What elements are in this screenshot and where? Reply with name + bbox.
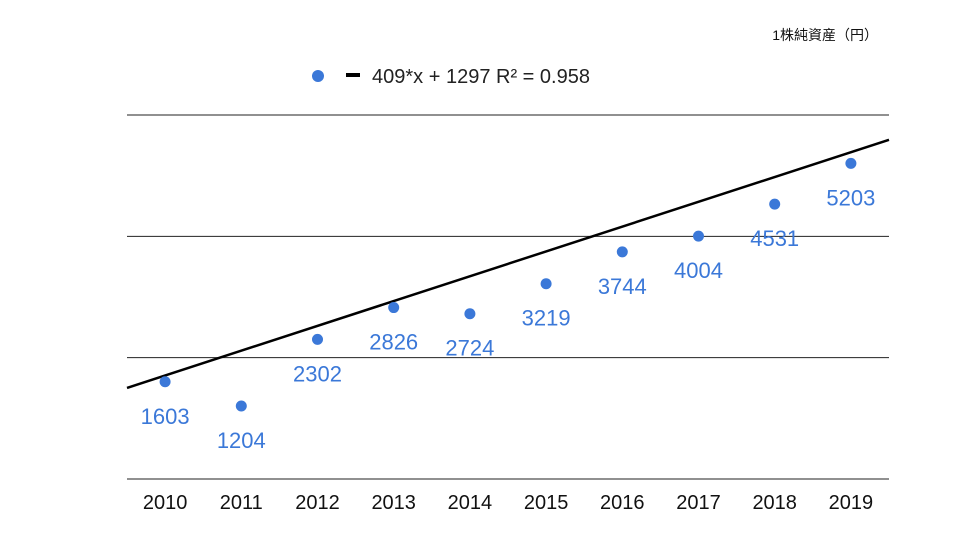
data-label: 5203 xyxy=(826,185,875,210)
data-point xyxy=(312,333,323,345)
trendline-layer xyxy=(126,138,890,390)
legend-point-marker xyxy=(312,70,324,82)
legend-trendline-label: 409*x + 1297 R² = 0.958 xyxy=(372,66,590,88)
data-label: 4531 xyxy=(750,226,799,251)
data-point xyxy=(693,230,704,242)
trendline xyxy=(126,138,890,390)
data-point xyxy=(845,157,857,169)
x-tick-label: 2013 xyxy=(371,492,416,514)
y-axis-label: 1株純資産（円） xyxy=(772,27,878,43)
data-point xyxy=(616,246,628,258)
data-labels-layer: 1603 1204 2302 2826 2724 3219 3744 4004 4531 5203 xyxy=(141,185,876,453)
data-label: 2302 xyxy=(293,361,342,386)
x-tick-label: 2015 xyxy=(524,492,569,514)
legend: 409*x + 1297 R² = 0.958 xyxy=(312,66,590,88)
data-point xyxy=(235,400,247,412)
x-tick-label: 2019 xyxy=(829,492,874,514)
x-tick-label: 2017 xyxy=(676,492,721,514)
x-tick-label: 2018 xyxy=(752,492,797,514)
x-tick-label: 2016 xyxy=(600,492,645,514)
data-label: 3744 xyxy=(598,274,647,299)
data-label: 3219 xyxy=(522,306,571,331)
data-point xyxy=(159,376,171,388)
x-tick-label: 2014 xyxy=(448,492,493,514)
x-axis-ticks: 2010 2011 2012 2013 2014 2015 2016 2017 2018 2019 xyxy=(143,492,873,514)
data-label: 1603 xyxy=(141,404,190,429)
data-point xyxy=(388,302,400,314)
x-tick-label: 2010 xyxy=(143,492,188,514)
legend-trendline-marker xyxy=(346,73,360,77)
data-label: 4004 xyxy=(674,258,723,283)
data-points-layer xyxy=(159,157,857,412)
data-label: 1204 xyxy=(217,428,266,453)
data-point xyxy=(464,308,476,320)
gridlines xyxy=(127,114,889,480)
x-tick-label: 2012 xyxy=(295,492,340,514)
x-tick-label: 2011 xyxy=(220,492,263,514)
data-point xyxy=(540,278,552,290)
data-point xyxy=(769,198,781,210)
data-label: 2724 xyxy=(445,336,494,361)
data-label: 2826 xyxy=(369,330,418,355)
